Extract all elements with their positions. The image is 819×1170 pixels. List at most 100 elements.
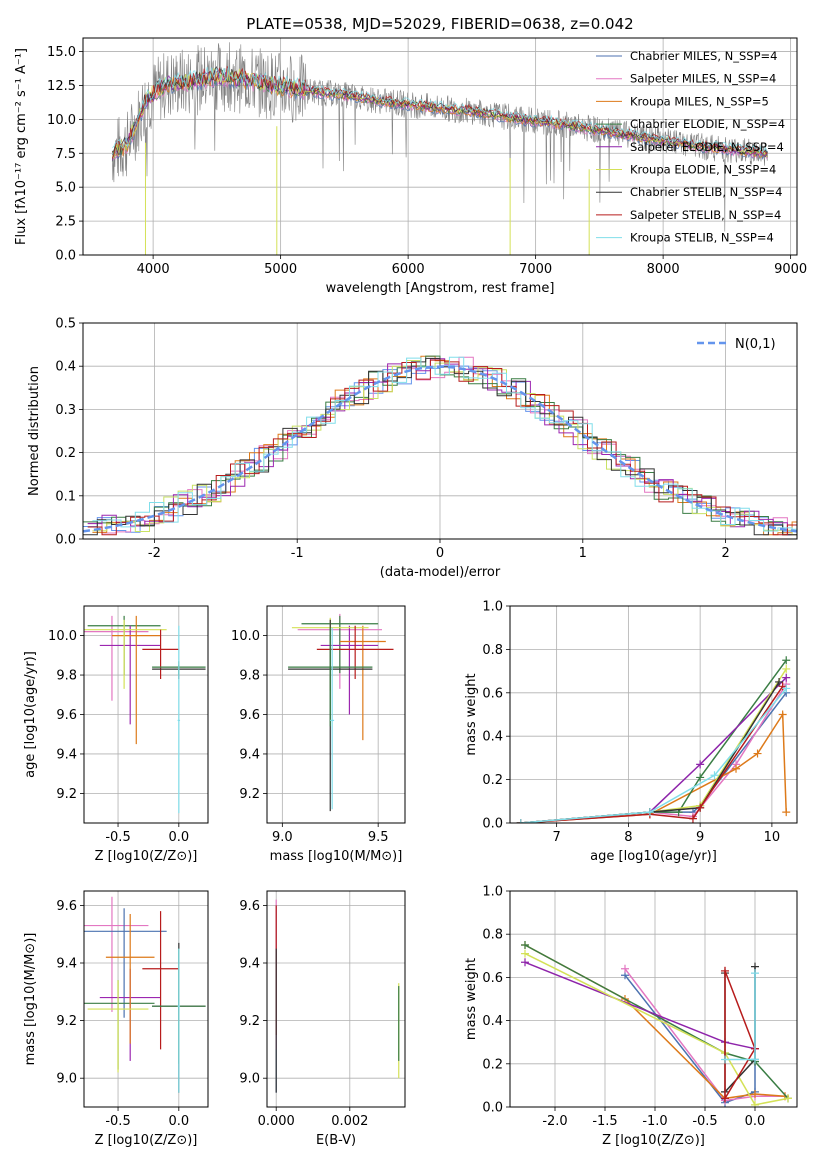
legend-label: Salpeter MILES, N_SSP=4 [630, 72, 776, 86]
mass-weight-point [521, 949, 529, 958]
mass-weight-line [520, 677, 787, 823]
plot-frame [266, 890, 406, 1108]
y-tick-label: 9.8 [56, 669, 77, 684]
y-tick-label: 0.6 [482, 971, 503, 986]
x-axis-label: E(B-V) [316, 1133, 356, 1148]
mass-weight-point [521, 941, 529, 949]
legend-label: N(0,1) [735, 337, 776, 352]
y-tick-label: 2.5 [55, 215, 76, 230]
mass-weight-point [721, 1055, 729, 1064]
legend-label: Chabrier STELIB, N_SSP=4 [630, 185, 782, 199]
mass-weight-point [751, 1090, 759, 1099]
y-axis-label: mass weight [464, 673, 479, 755]
x-axis-label: Z [log10(Z/Z⊙)] [602, 1133, 705, 1148]
mass-weight-line [624, 973, 756, 1104]
y-tick-label: 0.5 [55, 317, 76, 332]
y-tick-label: 9.4 [239, 957, 260, 972]
mass-weight-point [782, 673, 791, 682]
mass-weight-line [524, 952, 789, 1106]
y-tick-label: 10.0 [47, 113, 76, 128]
mass-vs-z-panel: -0.5 0.0 9.0 9.2 9.4 9.6 Z [log10(Z/Z⊙)] mass [… [23, 890, 209, 1148]
y-tick-label: 9.6 [239, 708, 260, 723]
y-tick-label: 0.0 [482, 1101, 503, 1116]
plot-frame [83, 890, 209, 1108]
x-tick-label: 6000 [392, 262, 425, 277]
mass-weight-line [725, 973, 756, 1061]
x-tick-label: 7000 [519, 262, 552, 277]
y-tick-label: 0.4 [482, 730, 503, 745]
legend-label: Kroupa MILES, N_SSP=5 [630, 94, 769, 108]
mass-weight-point [751, 969, 759, 978]
x-tick-label: 0.0 [745, 1114, 766, 1129]
mass-weight-point [751, 1100, 759, 1107]
x-tick-label: 7 [552, 830, 560, 845]
line-group [516, 656, 791, 823]
x-tick-label: 0.002 [331, 1114, 368, 1129]
y-tick-label: 9.6 [239, 899, 260, 914]
plot-frame [509, 605, 798, 824]
y-tick-label: 0.3 [55, 403, 76, 418]
x-tick-label: 1 [579, 546, 587, 561]
y-tick-label: 0.8 [482, 643, 503, 658]
mass-weight-point [710, 771, 719, 780]
plot-frame [83, 605, 209, 824]
spectrum-legend: Chabrier MILES, N_SSP=4 Salpeter MILES, N… [596, 49, 785, 245]
legend-label: Chabrier MILES, N_SSP=4 [630, 49, 777, 63]
plot-frame [266, 605, 406, 824]
y-tick-label: 10.0 [231, 629, 260, 644]
y-tick-label: 0.2 [482, 1057, 503, 1072]
mass-weight-point [721, 966, 729, 975]
x-tick-label: 0.000 [258, 1114, 295, 1129]
age-vs-z-panel: -0.5 0.0 9.2 9.4 9.6 9.8 10.0 Z [log10(Z/Z⊙)] ag… [23, 605, 209, 864]
y-tick-label: 9.8 [239, 669, 260, 684]
mass-weight-line [520, 685, 784, 823]
legend-label: Salpeter ELODIE, N_SSP=4 [630, 140, 784, 154]
weight-vs-age-panel: 7 8 9 10 0.0 0.2 0.4 0.6 0.8 1.0 age [log10(age/yr… [464, 600, 798, 864]
mass-weight-line [520, 683, 787, 823]
x-tick-label: -1 [291, 546, 304, 561]
y-tick-label: 9.0 [239, 1072, 260, 1087]
y-tick-label: 0.0 [482, 817, 503, 832]
age-vs-mass-panel: 9.0 9.5 9.2 9.4 9.6 9.8 10.0 mass [log10(M/M⊙)] [231, 605, 406, 864]
mass-weight-point [721, 1094, 729, 1103]
x-tick-label: 4000 [137, 262, 170, 277]
mass-weight-point [621, 964, 629, 973]
legend-label: Chabrier ELODIE, N_SSP=4 [630, 117, 785, 131]
mass-weight-point [784, 1094, 792, 1103]
y-tick-label: 0.4 [55, 360, 76, 375]
y-tick-label: 12.5 [47, 79, 76, 94]
mass-weight-line [520, 692, 787, 823]
y-tick-label: 9.4 [56, 747, 77, 762]
x-tick-label: -1.0 [642, 1114, 667, 1129]
mass-weight-point [696, 760, 705, 769]
errorbar-group [275, 899, 400, 1093]
weight-vs-z-panel: -2.0 -1.5 -1.0 -0.5 0.0 0.0 0.2 0.4 0.6 0.8 1.0 Z [… [464, 885, 798, 1148]
mass-weight-point [782, 656, 791, 665]
y-tick-label: 9.2 [56, 787, 77, 802]
y-tick-label: 0.2 [482, 773, 503, 788]
x-axis-label: Z [log10(Z/Z⊙)] [95, 1133, 198, 1148]
y-tick-label: 9.6 [56, 899, 77, 914]
x-tick-label: 9 [696, 830, 704, 845]
y-tick-label: 15.0 [47, 45, 76, 60]
y-tick-label: 0.4 [482, 1014, 503, 1029]
x-axis-label: wavelength [Angstrom, rest frame] [326, 281, 555, 296]
mass-weight-point [645, 808, 654, 817]
histogram-series [87, 359, 797, 536]
model-spectrum-line [111, 65, 768, 159]
y-tick-label: 0.2 [55, 446, 76, 461]
y-tick-label: 7.5 [55, 147, 76, 162]
y-tick-label: 0.0 [55, 533, 76, 548]
x-tick-label: -2.0 [542, 1114, 567, 1129]
line-group [521, 941, 792, 1107]
y-axis-label: age [log10(age/yr)] [23, 651, 38, 778]
y-tick-label: 0.6 [482, 686, 503, 701]
x-axis-label: age [log10(age/yr)] [590, 849, 717, 864]
y-tick-label: 1.0 [482, 885, 503, 900]
y-tick-label: 9.0 [56, 1072, 77, 1087]
mass-weight-line [524, 944, 789, 1099]
mass-weight-point [696, 803, 705, 812]
errorbar-group [84, 615, 206, 814]
mass-weight-point [751, 1055, 759, 1064]
